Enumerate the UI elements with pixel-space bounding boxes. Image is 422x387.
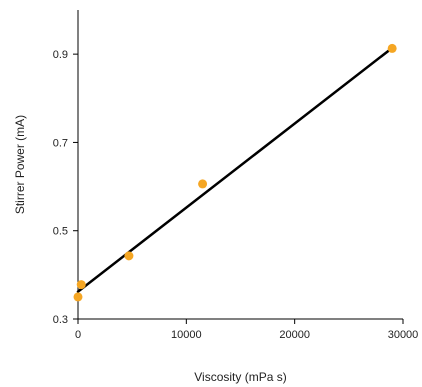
axes: [77, 10, 403, 320]
x-axis-title: Viscosity (mPa s): [194, 370, 286, 384]
data-point: [73, 292, 83, 302]
trendline-group: [76, 46, 394, 293]
y-tick-label: 0.9: [53, 49, 68, 61]
x-axis-ticks: 0 10000 20000 30000: [75, 319, 418, 341]
y-tick-label: 0.7: [53, 137, 68, 149]
data-point: [76, 280, 86, 290]
trendline: [76, 46, 394, 293]
y-tick-label: 0.5: [53, 226, 68, 238]
data-points: [73, 43, 397, 302]
y-axis-ticks: 0.3 0.5 0.7 0.9: [53, 49, 78, 326]
data-point: [387, 43, 397, 53]
data-point: [198, 179, 208, 189]
data-point: [124, 251, 134, 261]
y-axis-title: Stirrer Power (mA): [13, 115, 27, 214]
y-tick-label: 0.3: [53, 314, 68, 326]
x-tick-label: 30000: [388, 329, 419, 341]
x-tick-label: 20000: [279, 329, 310, 341]
x-tick-label: 0: [75, 329, 81, 341]
x-tick-label: 10000: [171, 329, 202, 341]
